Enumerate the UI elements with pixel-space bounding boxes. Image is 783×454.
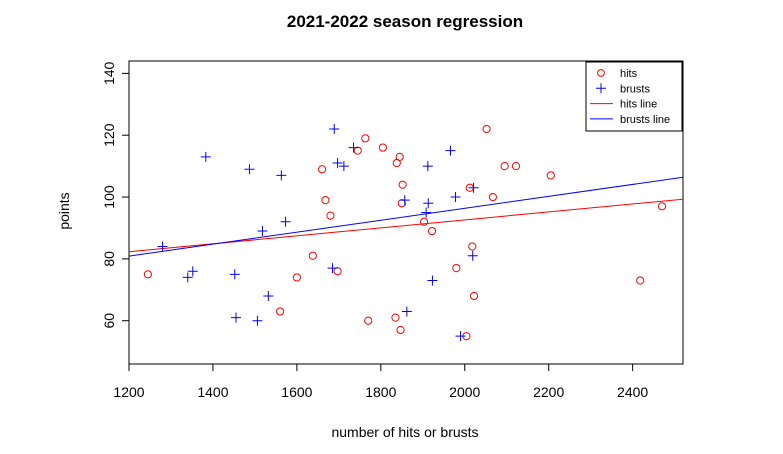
hits-point: [361, 134, 370, 143]
x-tick-label: 1800: [365, 384, 396, 400]
hits-point: [326, 211, 335, 220]
legend-box: [585, 61, 683, 132]
brusts-point: [327, 263, 338, 274]
hits-point: [546, 171, 555, 180]
x-axis-label: number of hits or brusts: [331, 424, 478, 440]
hits-point: [391, 313, 400, 322]
brusts-point: [157, 241, 168, 252]
brusts-point: [244, 164, 255, 175]
hits-point: [317, 165, 327, 174]
hits-point: [364, 316, 373, 325]
hits-point: [378, 143, 388, 152]
hits-point: [321, 196, 330, 205]
hits-point: [511, 162, 521, 171]
y-tick-label: 80: [101, 251, 117, 267]
brusts-point: [399, 195, 410, 206]
legend: hits brusts hits line brusts line: [585, 61, 683, 132]
hits-point: [419, 217, 429, 226]
hits-point: [143, 270, 152, 279]
y-axis: 60 80 100 120 140: [101, 61, 130, 329]
x-tick-label: 1200: [113, 384, 144, 400]
hits-point: [427, 226, 437, 236]
brusts-point: [421, 207, 432, 218]
brusts-point: [280, 216, 291, 227]
x-tick-label: 2400: [617, 384, 648, 400]
hits-point: [398, 180, 407, 189]
chart-title: 2021-2022 season regression: [287, 12, 523, 31]
brusts-point: [187, 266, 198, 277]
brusts-point: [450, 192, 461, 203]
legend-symbol-brusts: [596, 83, 606, 94]
hits-point: [657, 202, 667, 211]
regression-line-brusts-line: [129, 176, 683, 257]
y-axis-label: points: [56, 192, 72, 229]
brusts-point: [427, 275, 438, 286]
hits-point: [500, 162, 509, 171]
regression-lines: [129, 176, 683, 257]
brusts-point: [332, 158, 343, 169]
brusts-point: [252, 315, 263, 326]
brusts-point: [348, 142, 359, 153]
brusts-point: [468, 182, 479, 193]
brusts-point: [445, 145, 456, 156]
legend-label-hits: hits: [620, 68, 638, 80]
brusts-point: [231, 312, 242, 323]
brusts-point: [182, 272, 193, 283]
legend-label-hits-line: hits line: [620, 99, 657, 111]
hits-point: [292, 273, 301, 282]
brusts-point: [257, 226, 268, 237]
hits-point: [469, 291, 479, 301]
brusts-point: [455, 331, 466, 342]
brusts-point: [276, 170, 287, 181]
hits-point: [333, 267, 342, 276]
hits-point: [488, 192, 497, 202]
hits-point: [452, 264, 461, 273]
hits-point: [482, 124, 491, 134]
y-tick-label: 120: [101, 123, 117, 147]
hits-point: [396, 325, 405, 335]
legend-label-brusts-line: brusts line: [620, 114, 670, 126]
x-tick-label: 2000: [449, 384, 480, 400]
legend-symbol-hits: [597, 69, 605, 77]
x-tick-label: 1600: [281, 384, 312, 400]
brusts-point: [329, 124, 340, 135]
y-tick-label: 60: [101, 313, 117, 329]
legend-label-brusts: brusts: [620, 83, 650, 95]
brusts-point: [423, 198, 434, 209]
brusts-point: [401, 306, 412, 317]
hits-point: [636, 276, 645, 285]
hits-point: [468, 242, 477, 251]
hits-point: [353, 146, 362, 155]
y-tick-label: 140: [101, 61, 117, 85]
brusts-point: [229, 269, 240, 280]
hits-point: [275, 307, 285, 316]
brusts-point: [422, 161, 433, 172]
brusts-point: [263, 290, 274, 301]
x-tick-label: 2200: [533, 384, 564, 400]
y-tick-label: 100: [101, 185, 117, 209]
x-tick-label: 1400: [197, 384, 228, 400]
x-axis: 1200 1400 1600 1800 2000 2200 2400: [113, 363, 648, 400]
brusts-point: [338, 161, 349, 172]
data-points: [143, 124, 667, 342]
brusts-point: [467, 250, 478, 261]
brusts-point: [200, 151, 211, 162]
hits-point: [395, 152, 404, 161]
hits-point: [397, 199, 406, 208]
hits-point: [308, 251, 317, 260]
